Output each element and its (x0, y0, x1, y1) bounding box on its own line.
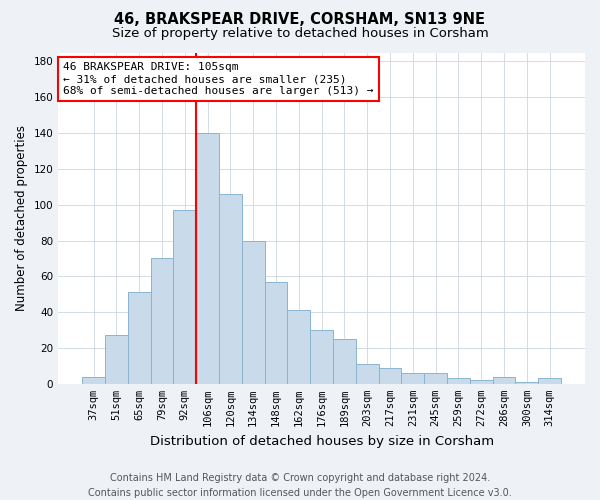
Bar (287, 310, 310, 384)
Bar (265, 282, 287, 384)
Y-axis label: Number of detached properties: Number of detached properties (15, 125, 28, 311)
Bar (242, 240, 265, 384)
Bar (128, 292, 151, 384)
Text: 46, BRAKSPEAR DRIVE, CORSHAM, SN13 9NE: 46, BRAKSPEAR DRIVE, CORSHAM, SN13 9NE (115, 12, 485, 28)
Bar (515, 382, 538, 384)
Bar (424, 373, 447, 384)
Bar (173, 210, 196, 384)
Text: Contains HM Land Registry data © Crown copyright and database right 2024.
Contai: Contains HM Land Registry data © Crown c… (88, 472, 512, 498)
Bar (493, 376, 515, 384)
X-axis label: Distribution of detached houses by size in Corsham: Distribution of detached houses by size … (149, 434, 494, 448)
Bar (151, 258, 173, 384)
Bar (470, 380, 493, 384)
Bar (538, 378, 561, 384)
Bar (82, 376, 105, 384)
Bar (333, 339, 356, 384)
Bar (105, 336, 128, 384)
Bar (447, 378, 470, 384)
Bar (401, 373, 424, 384)
Bar (219, 194, 242, 384)
Text: 46 BRAKSPEAR DRIVE: 105sqm
← 31% of detached houses are smaller (235)
68% of sem: 46 BRAKSPEAR DRIVE: 105sqm ← 31% of deta… (64, 62, 374, 96)
Text: Size of property relative to detached houses in Corsham: Size of property relative to detached ho… (112, 28, 488, 40)
Bar (379, 368, 401, 384)
Bar (196, 133, 219, 384)
Bar (310, 330, 333, 384)
Bar (356, 364, 379, 384)
